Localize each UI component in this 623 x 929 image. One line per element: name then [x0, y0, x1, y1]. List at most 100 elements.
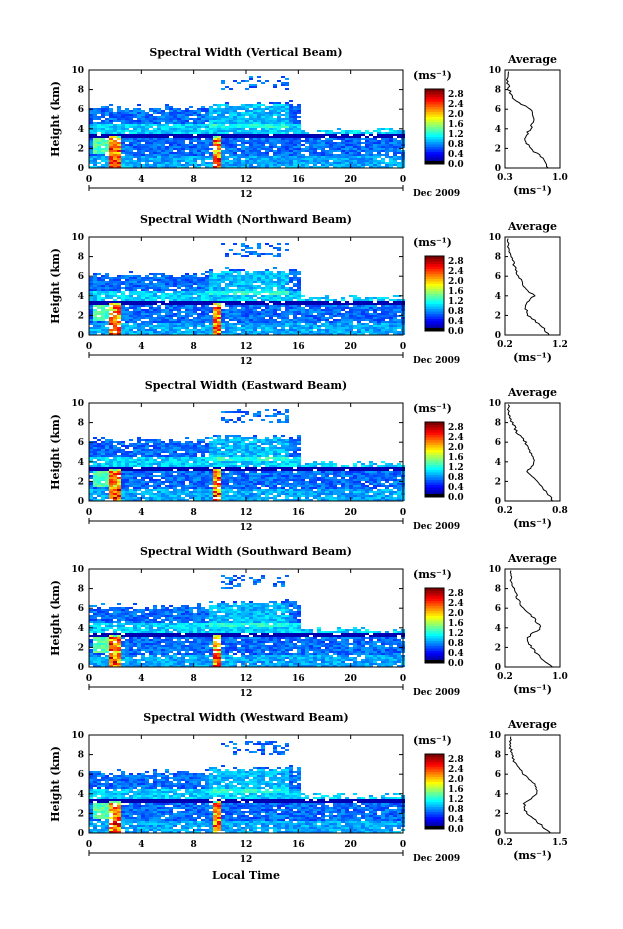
heatmap-cell	[253, 108, 257, 110]
heatmap-cell	[277, 148, 281, 150]
heatmap-cell	[257, 255, 261, 257]
heatmap-cell	[345, 307, 349, 309]
heatmap-cell	[389, 166, 393, 168]
heatmap-cell	[361, 315, 365, 317]
heatmap-cell	[201, 152, 205, 154]
heatmap-cell	[221, 325, 225, 327]
heatmap-cell	[93, 277, 97, 279]
heatmap-cell	[201, 329, 205, 331]
heatmap-cell	[145, 142, 149, 144]
heatmap-cell	[393, 323, 397, 325]
heatmap-cell	[269, 160, 273, 162]
heatmap-cell	[125, 136, 129, 138]
heatmap-cell	[97, 162, 101, 164]
heatmap-cell	[233, 285, 237, 287]
heatmap-cell	[193, 164, 197, 166]
heatmap-cell	[321, 144, 325, 146]
heatmap-cell	[125, 465, 129, 467]
heatmap-cell	[125, 295, 129, 297]
heatmap-cell	[369, 307, 373, 309]
heatmap-cell	[397, 140, 401, 142]
heatmap-cell	[133, 307, 137, 309]
heatmap-cell	[89, 291, 93, 293]
heatmap-cell	[313, 303, 317, 305]
heatmap-cell	[101, 323, 105, 325]
heatmap-cell	[229, 140, 233, 142]
heatmap-cell	[217, 295, 221, 297]
heatmap-cell	[277, 299, 281, 301]
heatmap-cell	[145, 315, 149, 317]
heatmap-cell	[393, 158, 397, 160]
heatmap-cell	[229, 150, 233, 152]
heatmap-cell	[269, 156, 273, 158]
heatmap-cell	[349, 323, 353, 325]
heatmap-cell	[281, 122, 285, 124]
heatmap-cell	[233, 120, 237, 122]
heatmap-cell	[165, 285, 169, 287]
heatmap-cell	[221, 311, 225, 313]
heatmap-cell	[205, 311, 209, 313]
heatmap-cell	[121, 128, 125, 130]
heatmap-cell	[373, 321, 377, 323]
heatmap-cell	[381, 317, 385, 319]
heatmap-cell	[385, 148, 389, 150]
heatmap-cell	[265, 140, 269, 142]
heatmap-cell	[385, 146, 389, 148]
heatmap-cell	[129, 459, 133, 461]
heatmap-cell	[165, 150, 169, 152]
heatmap-cell	[377, 315, 381, 317]
heatmap-cell	[213, 134, 217, 136]
heatmap-cell	[269, 285, 273, 287]
heatmap-cell	[313, 162, 317, 164]
heatmap-cell	[153, 110, 157, 112]
heatmap-cell	[297, 144, 301, 146]
heatmap-cell	[229, 154, 233, 156]
heatmap-cell	[397, 148, 401, 150]
heatmap-cell	[189, 132, 193, 134]
heatmap-cell	[337, 329, 341, 331]
heatmap-cell	[117, 305, 121, 307]
heatmap-cell	[365, 305, 369, 307]
heatmap-cell	[381, 299, 385, 301]
colorbar-swatch	[425, 323, 444, 327]
heatmap-cell	[357, 299, 361, 301]
heatmap-cell	[189, 126, 193, 128]
heatmap-cell	[129, 144, 133, 146]
heatmap-cell	[289, 156, 293, 158]
heatmap-cell	[321, 146, 325, 148]
heatmap-cell	[105, 303, 109, 305]
heatmap-cell	[117, 128, 121, 130]
heatmap-cell	[313, 160, 317, 162]
heatmap-cell	[121, 313, 125, 315]
heatmap-cell	[181, 305, 185, 307]
heatmap-cell	[293, 160, 297, 162]
heatmap-cell	[257, 253, 261, 255]
heatmap-cell	[253, 86, 257, 88]
heatmap-cell	[193, 124, 197, 126]
heatmap-cell	[225, 136, 229, 138]
heatmap-cell	[377, 128, 381, 130]
heatmap-cell	[197, 471, 201, 473]
heatmap-cell	[393, 333, 397, 335]
heatmap-cell	[149, 481, 153, 483]
heatmap-cell	[177, 297, 181, 299]
heatmap-cell	[293, 126, 297, 128]
heatmap-cell	[265, 275, 269, 277]
heatmap-cell	[301, 319, 305, 321]
heatmap-cell	[229, 156, 233, 158]
heatmap-cell	[213, 319, 217, 321]
heatmap-cell	[185, 301, 189, 303]
heatmap-cell	[229, 249, 233, 251]
heatmap-cell	[181, 148, 185, 150]
heatmap-cell	[273, 311, 277, 313]
heatmap-cell	[389, 317, 393, 319]
heatmap-cell	[261, 110, 265, 112]
heatmap-cell	[229, 110, 233, 112]
heatmap-cell	[197, 473, 201, 475]
heatmap-cell	[241, 333, 245, 335]
heatmap-cell	[209, 106, 213, 108]
heatmap-cell	[117, 162, 121, 164]
heatmap-cell	[237, 253, 241, 255]
heatmap-cell	[329, 313, 333, 315]
heatmap-cell	[145, 132, 149, 134]
